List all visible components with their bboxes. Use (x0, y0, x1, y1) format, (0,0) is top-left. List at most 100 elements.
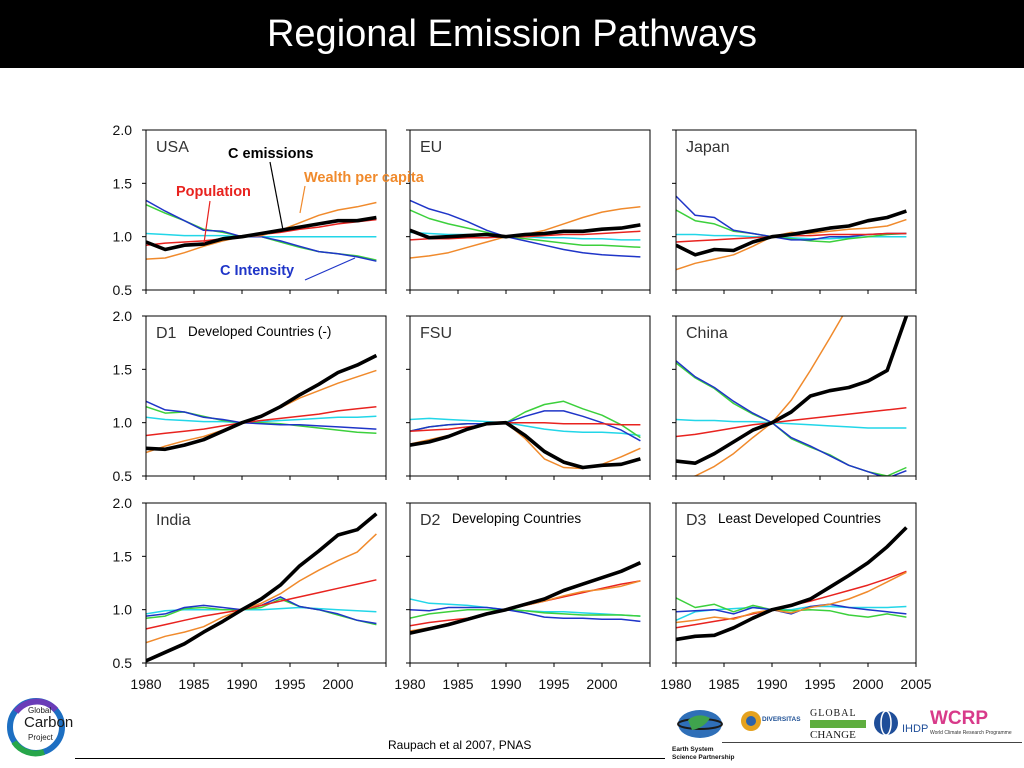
panel-frame (675, 502, 917, 664)
series-line-5 (146, 215, 377, 252)
annotation-leader-2 (299, 185, 306, 214)
panel-series-group (410, 199, 641, 259)
panel-frame (409, 315, 651, 477)
panel-india: 0.5 1.0 1.5 2.0 India (113, 495, 387, 671)
slide-title: Regional Emission Pathways (266, 13, 757, 55)
gcp-word-carbon: Carbon (24, 714, 74, 731)
essp-text-1: Earth System (672, 746, 714, 753)
wcrp-logo: WCRP World Climate Research Programme (930, 708, 1022, 742)
panel-china: China (672, 315, 917, 480)
series-line-0 (676, 418, 907, 429)
series-line-2 (410, 606, 641, 623)
series-line-3 (676, 570, 907, 629)
series-line-2 (676, 603, 907, 615)
panel-frame (409, 129, 651, 291)
annotation-label-0: C emissions (228, 146, 313, 162)
x-tick-label: 1990 (490, 676, 521, 692)
y-tick-label: 1.0 (113, 229, 133, 245)
gcp-swirl-icon (7, 698, 65, 757)
panel-sublabel: Developing Countries (452, 511, 581, 526)
panel-frame (145, 129, 387, 291)
series-line-4 (676, 571, 907, 624)
diversitas-text: DIVERSITAS (762, 716, 801, 723)
panel-frame (145, 315, 387, 477)
series-line-3 (676, 406, 907, 438)
y-tick-label: 2.0 (113, 495, 133, 511)
gcp-word-project: Project (28, 733, 53, 742)
series-line-4 (690, 316, 844, 476)
x-tick-label: 1980 (130, 676, 161, 692)
essp-rule (722, 742, 1022, 743)
x-tick-label: 1985 (178, 676, 209, 692)
panel-frame (675, 129, 917, 291)
y-tick-label: 0.5 (113, 468, 133, 484)
panel-series-group (676, 195, 907, 271)
series-line-4 (410, 206, 641, 259)
ihdp-logo: IHDP (873, 710, 929, 738)
series-line-5 (676, 526, 908, 642)
panel-frame (675, 315, 917, 477)
x-tick-label: 2000 (322, 676, 353, 692)
panel-series-group (146, 353, 378, 454)
series-line-2 (146, 199, 377, 262)
panel-frame (145, 502, 387, 664)
x-tick-label: 1995 (274, 676, 305, 692)
panel-d1: 0.5 1.0 1.5 2.0 D1 Developed Countries (-) (113, 308, 387, 484)
x-tick-label: 1985 (708, 676, 739, 692)
y-tick-label: 1.5 (113, 175, 133, 191)
panel-usa: 0.5 1.0 1.5 2.0 USA (113, 122, 387, 298)
ihdp-text: IHDP (902, 723, 929, 735)
series-line-4 (146, 201, 377, 260)
globe-icon (677, 710, 723, 738)
y-tick-label: 1.5 (113, 548, 133, 564)
panel-label: D1 (156, 325, 177, 342)
igbp-word-global: GLOBAL (810, 708, 857, 719)
series-line-5 (146, 353, 378, 452)
wcrp-text: WCRP (930, 708, 989, 729)
panel-series-group (676, 526, 908, 642)
panel-fsu: FSU (406, 315, 651, 480)
x-tick-label: 1995 (804, 676, 835, 692)
series-line-2 (410, 410, 641, 442)
x-tick-label: 2005 (900, 676, 931, 692)
citation: Raupach et al 2007, PNAS (388, 738, 532, 752)
gcp-word-global: Global (28, 706, 52, 715)
series-line-0 (410, 417, 641, 437)
series-line-3 (410, 230, 641, 241)
igbp-word-change: CHANGE (810, 729, 856, 741)
series-line-5 (676, 316, 909, 466)
essp-logo: Earth System Science Partnership (670, 706, 735, 768)
annotation-leader-0 (269, 161, 284, 231)
series-line-3 (146, 405, 377, 437)
global-carbon-project-logo: Global Carbon Project (4, 692, 84, 762)
series-line-3 (146, 579, 377, 630)
series-line-1 (410, 608, 641, 619)
annotation-label-2: Wealth per capita (304, 170, 425, 186)
ihdp-globe-icon (874, 710, 898, 736)
series-line-1 (146, 598, 377, 626)
panel-sublabel: Least Developed Countries (718, 511, 881, 526)
panel-japan: Japan (672, 129, 917, 294)
y-tick-label: 0.5 (113, 655, 133, 671)
panel-d2: D2 Developing Countries (406, 502, 651, 667)
y-tick-label: 1.0 (113, 602, 133, 618)
panel-label: USA (156, 139, 189, 156)
series-line-5 (676, 209, 907, 257)
series-line-0 (146, 415, 377, 424)
panel-label: Japan (686, 139, 730, 156)
panel-d3: D3 Least Developed Countries (672, 502, 917, 667)
igbp-logo: GLOBAL CHANGE (810, 708, 866, 742)
y-tick-label: 2.0 (113, 122, 133, 138)
panel-series-group (410, 400, 641, 470)
title-bar (0, 0, 1024, 68)
panel-frame (409, 502, 651, 664)
panel-label: EU (420, 139, 442, 156)
panel-series-group (146, 512, 378, 663)
series-line-5 (410, 420, 641, 470)
y-tick-label: 2.0 (113, 308, 133, 324)
series-line-0 (146, 606, 377, 615)
series-line-2 (146, 400, 377, 430)
series-line-3 (410, 421, 641, 432)
annotation-label-3: C Intensity (220, 263, 294, 279)
